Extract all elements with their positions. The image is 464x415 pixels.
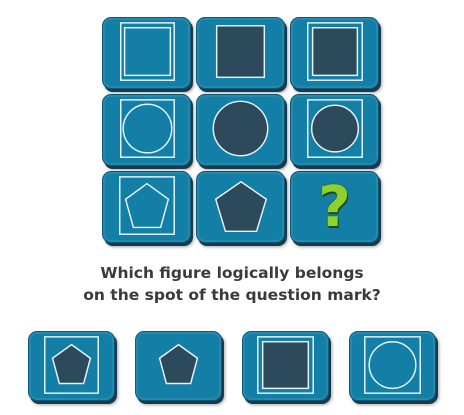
- filled-circle-shape: [212, 100, 269, 157]
- grid-cell-r3c3: ?: [290, 171, 379, 243]
- question-line-1: Which figure logically belongs: [100, 264, 364, 282]
- question-text: Which figure logically belongs on the sp…: [0, 262, 464, 306]
- filled-circle-shape: [310, 104, 360, 153]
- answer-option-2[interactable]: [135, 331, 222, 401]
- answer-option-4[interactable]: [349, 331, 436, 401]
- outline-circle-shape: [122, 103, 173, 154]
- frame-square: [307, 22, 363, 81]
- frame-square: [257, 336, 314, 394]
- grid-cell-r2c1: [102, 94, 191, 166]
- filled-pentagon-shape: [214, 180, 268, 233]
- filled-square-shape: [311, 26, 359, 77]
- grid-cell-r3c2: [196, 171, 285, 243]
- grid-cell-r2c3: [290, 94, 379, 166]
- filled-pentagon-shape: [51, 343, 92, 385]
- outline-circle-shape: [368, 340, 417, 390]
- question-line-2: on the spot of the question mark?: [83, 286, 381, 304]
- grid-cell-r1c3: [290, 17, 379, 89]
- filled-pentagon-shape: [158, 343, 199, 385]
- filled-square-shape: [261, 340, 310, 390]
- grid-cell-r3c1: [102, 171, 191, 243]
- outline-pentagon-shape: [124, 182, 170, 229]
- grid-cell-r2c2: [196, 94, 285, 166]
- answer-option-1[interactable]: [28, 331, 115, 401]
- grid-cell-r1c1: [102, 17, 191, 89]
- frame-square: [44, 336, 99, 394]
- question-mark-icon: ?: [318, 175, 351, 240]
- filled-square-shape: [215, 25, 266, 79]
- outline-square-shape: [123, 26, 172, 77]
- frame-square: [119, 176, 175, 235]
- frame-square: [307, 99, 363, 158]
- answer-option-3[interactable]: [242, 331, 329, 401]
- grid-cell-r1c2: [196, 17, 285, 89]
- frame-square: [364, 336, 421, 394]
- frame-square: [120, 99, 175, 158]
- frame-square: [120, 22, 175, 81]
